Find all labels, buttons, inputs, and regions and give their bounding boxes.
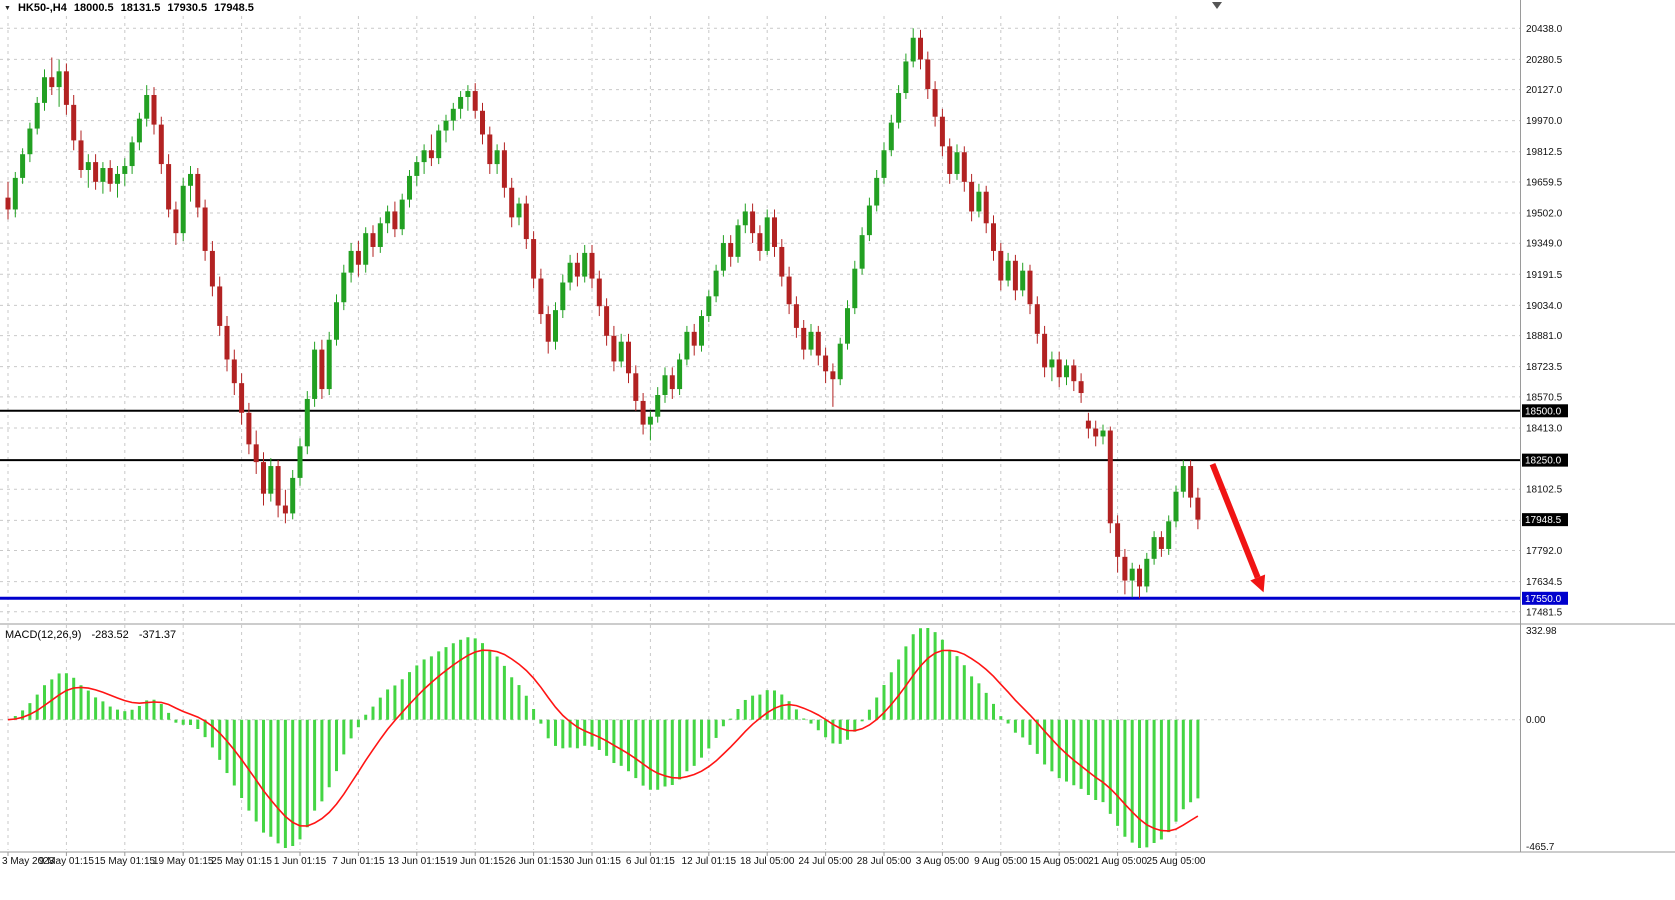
dropdown-arrow-icon[interactable]: ▼	[4, 4, 11, 12]
macd-axis-labels: 332.98 0.00 -465.7	[1526, 626, 1557, 853]
svg-text:0.00: 0.00	[1526, 715, 1546, 726]
svg-text:19812.5: 19812.5	[1526, 147, 1563, 158]
svg-text:25 May 01:15: 25 May 01:15	[211, 856, 272, 867]
svg-text:15 Aug 05:00: 15 Aug 05:00	[1030, 856, 1089, 867]
svg-text:-465.7: -465.7	[1526, 842, 1555, 853]
svg-text:24 Jul 05:00: 24 Jul 05:00	[798, 856, 853, 867]
svg-text:18102.5: 18102.5	[1526, 485, 1563, 496]
svg-text:12 Jul 01:15: 12 Jul 01:15	[682, 856, 737, 867]
svg-text:332.98: 332.98	[1526, 626, 1557, 637]
indicator-header: MACD(12,26,9) -283.52 -371.37	[5, 629, 183, 641]
svg-text:20438.0: 20438.0	[1526, 24, 1563, 35]
svg-text:19502.0: 19502.0	[1526, 209, 1563, 220]
svg-text:20127.0: 20127.0	[1526, 85, 1563, 96]
svg-text:17550.0: 17550.0	[1525, 594, 1562, 605]
price-axis[interactable]	[1521, 0, 1675, 852]
symbol-info: ▼ HK50-,H4 18000.5 18131.5 17930.5 17948…	[4, 2, 254, 14]
svg-text:19 Jun 01:15: 19 Jun 01:15	[446, 856, 504, 867]
svg-text:18413.0: 18413.0	[1526, 423, 1563, 434]
candles	[5, 28, 1201, 599]
svg-text:17481.5: 17481.5	[1526, 607, 1563, 618]
svg-text:26 Jun 01:15: 26 Jun 01:15	[505, 856, 563, 867]
svg-text:17792.0: 17792.0	[1526, 546, 1563, 557]
svg-text:20280.5: 20280.5	[1526, 55, 1563, 66]
svg-text:18570.5: 18570.5	[1526, 392, 1563, 403]
price-axis-labels: 20438.0 20280.5 20127.0 19970.0 19812.5 19659…	[1526, 24, 1563, 619]
svg-text:25 Aug 05:00: 25 Aug 05:00	[1147, 856, 1206, 867]
macd-signal-line	[7, 649, 1199, 832]
svg-text:19659.5: 19659.5	[1526, 177, 1563, 188]
svg-text:13 Jun 01:15: 13 Jun 01:15	[388, 856, 446, 867]
ohlc-low: 17930.5	[167, 2, 208, 14]
svg-text:1 Jun 01:15: 1 Jun 01:15	[274, 856, 327, 867]
svg-text:6 Jul 01:15: 6 Jul 01:15	[626, 856, 675, 867]
ohlc-open: 18000.5	[73, 2, 114, 14]
macd-histogram	[13, 628, 1200, 848]
svg-text:17948.5: 17948.5	[1525, 515, 1562, 526]
svg-text:28 Jul 05:00: 28 Jul 05:00	[857, 856, 912, 867]
svg-text:18881.0: 18881.0	[1526, 331, 1563, 342]
svg-text:18250.0: 18250.0	[1525, 456, 1562, 467]
down-arrow-annotation[interactable]	[1209, 462, 1266, 593]
indicator-name: MACD(12,26,9)	[5, 629, 82, 641]
svg-text:3 May 2023: 3 May 2023	[2, 856, 55, 867]
svg-text:9 Aug 05:00: 9 Aug 05:00	[974, 856, 1028, 867]
axis-price-boxes: 18500.0 18250.0 17550.0 17948.5	[1522, 404, 1568, 605]
svg-text:18 Jul 05:00: 18 Jul 05:00	[740, 856, 795, 867]
svg-text:19191.5: 19191.5	[1526, 270, 1563, 281]
ohlc-high: 18131.5	[120, 2, 161, 14]
svg-text:18723.5: 18723.5	[1526, 362, 1563, 373]
svg-text:7 Jun 01:15: 7 Jun 01:15	[332, 856, 385, 867]
svg-text:9 May 01:15: 9 May 01:15	[39, 856, 94, 867]
svg-text:19034.0: 19034.0	[1526, 301, 1563, 312]
svg-text:17634.5: 17634.5	[1526, 577, 1563, 588]
frame	[0, 0, 1675, 853]
svg-text:15 May 01:15: 15 May 01:15	[94, 856, 155, 867]
svg-text:19 May 01:15: 19 May 01:15	[153, 856, 214, 867]
indicator-signal-value: -371.37	[138, 629, 177, 641]
symbol-period-label: HK50-,H4	[17, 2, 67, 14]
chart-shift-marker-icon[interactable]	[1212, 2, 1222, 9]
horizontal-lines[interactable]	[0, 409, 1520, 600]
ohlc-close: 17948.5	[214, 2, 254, 14]
svg-text:30 Jun 01:15: 30 Jun 01:15	[563, 856, 621, 867]
indicator-macd-value: -283.52	[91, 629, 129, 641]
svg-text:19349.0: 19349.0	[1526, 239, 1563, 250]
svg-text:19970.0: 19970.0	[1526, 116, 1563, 127]
svg-text:21 Aug 05:00: 21 Aug 05:00	[1088, 856, 1147, 867]
svg-text:18500.0: 18500.0	[1525, 406, 1562, 417]
svg-text:3 Aug 05:00: 3 Aug 05:00	[916, 856, 970, 867]
